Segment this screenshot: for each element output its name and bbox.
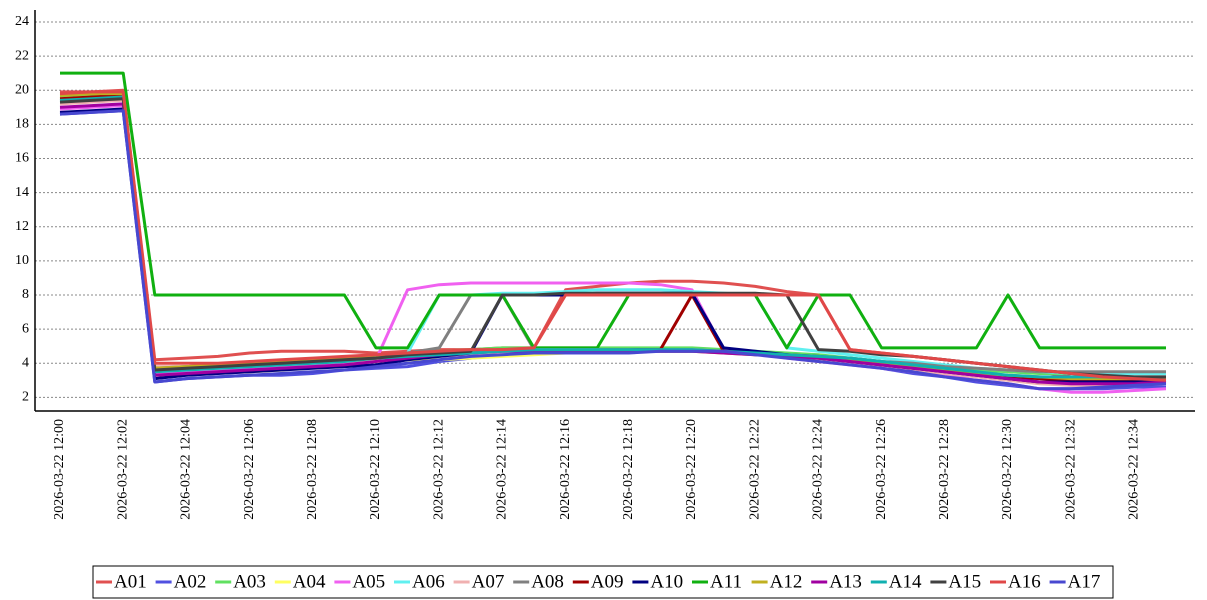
legend-label: A12 bbox=[770, 571, 803, 592]
legend-label: A16 bbox=[1008, 571, 1041, 592]
series-line bbox=[60, 71, 1166, 350]
legend-label: A15 bbox=[948, 571, 981, 592]
x-tick-label: 2026-03-22 12:14 bbox=[495, 419, 510, 520]
x-tick-label: 2026-03-22 12:18 bbox=[621, 419, 636, 520]
y-tick-label: 16 bbox=[15, 151, 29, 166]
series-line bbox=[59, 93, 1166, 382]
series-line bbox=[59, 97, 1166, 375]
y-tick-label: 10 bbox=[15, 253, 29, 268]
y-tick-label: 4 bbox=[22, 355, 29, 370]
x-tick-label: 2026-03-22 12:34 bbox=[1127, 419, 1142, 520]
legend-label: A03 bbox=[233, 571, 266, 592]
series-line bbox=[59, 97, 1166, 379]
x-tick-label: 2026-03-22 12:32 bbox=[1063, 419, 1078, 520]
x-tick-label: 2026-03-22 12:16 bbox=[558, 419, 573, 520]
y-tick-label: 24 bbox=[15, 14, 29, 29]
legend-label: A17 bbox=[1068, 571, 1101, 592]
legend-label: A05 bbox=[352, 571, 385, 592]
y-tick-label: 18 bbox=[15, 117, 29, 132]
series-line bbox=[59, 95, 1166, 379]
legend-label: A11 bbox=[710, 571, 742, 592]
x-tick-label: 2026-03-22 12:12 bbox=[431, 419, 446, 520]
series-line bbox=[59, 109, 1167, 391]
y-tick-label: 6 bbox=[22, 321, 29, 336]
x-tick-label: 2026-03-22 12:10 bbox=[368, 419, 383, 520]
legend-label: A09 bbox=[591, 571, 624, 592]
legend-label: A06 bbox=[412, 571, 445, 592]
series-line bbox=[59, 92, 1166, 375]
y-tick-label: 2 bbox=[22, 390, 29, 405]
legend-label: A13 bbox=[829, 571, 862, 592]
x-tick-label: 2026-03-22 12:04 bbox=[179, 419, 194, 520]
y-tick-label: 8 bbox=[22, 287, 29, 302]
legend-label: A10 bbox=[650, 571, 683, 592]
series-line bbox=[60, 88, 1166, 381]
x-tick-label: 2026-03-22 12:00 bbox=[52, 419, 67, 520]
series-line bbox=[59, 102, 1167, 386]
legend-label: A07 bbox=[472, 571, 505, 592]
series-line bbox=[59, 92, 1166, 381]
series-line bbox=[59, 107, 1167, 384]
legend: A01 A02 A03 A04 A05 A06 A07 A08 A09 A10 A11 A12 A13 A… bbox=[96, 571, 1100, 592]
legend-label: A04 bbox=[293, 571, 326, 592]
x-tick-label: 2026-03-22 12:24 bbox=[811, 419, 826, 520]
y-tick-label: 14 bbox=[15, 185, 29, 200]
series-line bbox=[59, 95, 1166, 374]
legend-label: A08 bbox=[531, 571, 564, 592]
legend-label: A14 bbox=[889, 571, 922, 592]
x-tick-label: 2026-03-22 12:02 bbox=[115, 419, 130, 520]
y-tick-label: 20 bbox=[15, 82, 29, 97]
x-tick-label: 2026-03-22 12:20 bbox=[684, 419, 699, 520]
series-line bbox=[59, 98, 1167, 387]
series-line bbox=[59, 93, 1166, 382]
x-tick-label: 2026-03-22 12:28 bbox=[937, 419, 952, 520]
x-tick-label: 2026-03-22 12:26 bbox=[874, 419, 889, 520]
x-tick-label: 2026-03-22 12:30 bbox=[1000, 419, 1015, 520]
x-tick-label: 2026-03-22 12:06 bbox=[242, 419, 257, 520]
series-line bbox=[59, 90, 1167, 382]
x-tick-label: 2026-03-22 12:22 bbox=[747, 419, 762, 520]
legend-label: A02 bbox=[174, 571, 207, 592]
y-tick-label: 12 bbox=[15, 219, 29, 234]
y-tick-label: 22 bbox=[15, 48, 29, 63]
x-tick-label: 2026-03-22 12:08 bbox=[305, 419, 320, 520]
legend-label: A01 bbox=[114, 571, 147, 592]
